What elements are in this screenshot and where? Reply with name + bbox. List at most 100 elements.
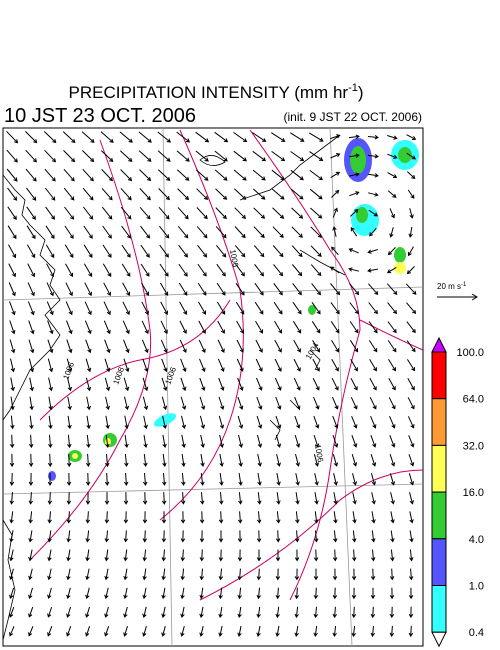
wind-arrow <box>122 282 131 297</box>
wind-arrow <box>46 301 54 316</box>
precip-cell <box>308 305 316 315</box>
wind-arrow <box>292 302 302 315</box>
wind-arrow <box>158 188 170 201</box>
wind-arrow <box>351 454 358 467</box>
wind-arrow <box>352 511 357 524</box>
wind-arrow <box>309 169 323 181</box>
wind-arrow <box>85 626 91 637</box>
wind-arrow <box>311 283 322 296</box>
wind-arrow <box>256 606 261 619</box>
wind-arrow <box>161 568 166 581</box>
wind-arrow <box>142 472 148 486</box>
wind-arrow <box>104 472 110 486</box>
wind-arrow <box>351 416 358 429</box>
wind-arrow <box>368 209 379 217</box>
wind-arrow <box>47 453 53 468</box>
wind-arrow <box>25 168 37 182</box>
wind-arrow <box>123 511 129 524</box>
wind-arrow <box>292 320 302 334</box>
wind-arrow <box>333 511 338 524</box>
wind-arrow <box>180 587 185 600</box>
wind-arrow <box>256 587 261 600</box>
wind-arrow <box>8 263 16 278</box>
wind-arrow <box>46 263 55 278</box>
wind-arrow <box>105 415 110 430</box>
wind-arrow <box>313 549 319 562</box>
wind-arrow <box>181 453 186 467</box>
wind-arrow <box>254 301 264 315</box>
wind-arrow <box>387 321 397 334</box>
wind-arrow <box>256 377 263 391</box>
wind-arrow <box>47 358 54 373</box>
wind-arrow <box>66 492 72 505</box>
wind-arrow <box>293 358 301 372</box>
wind-arrow <box>9 626 15 637</box>
wind-arrow <box>237 511 243 524</box>
wind-arrow <box>332 207 338 218</box>
wind-arrow <box>257 473 262 486</box>
wind-arrow <box>275 625 280 637</box>
wind-arrow <box>139 169 152 182</box>
wind-arrow <box>234 207 246 219</box>
wind-arrow <box>198 339 206 353</box>
wind-arrow <box>274 320 282 334</box>
title-exponent: -1 <box>348 82 358 94</box>
wind-arrow <box>290 188 304 200</box>
wind-arrow <box>407 378 415 391</box>
wind-arrow <box>290 151 305 162</box>
wind-arrow <box>28 606 34 618</box>
colorbar: 100.0 64.0 32.0 16.0 4.0 1.0 0.4 <box>431 336 484 648</box>
wind-arrow <box>101 206 113 220</box>
wind-arrow <box>295 473 300 486</box>
wind-arrow <box>180 396 187 411</box>
wind-arrow <box>235 282 245 296</box>
wind-arrow <box>276 473 281 486</box>
wind-arrow <box>195 131 210 143</box>
wind-arrow <box>161 492 167 505</box>
wind-arrow <box>122 301 130 316</box>
colorbar-segment <box>431 444 447 493</box>
wind-arrow <box>85 377 92 392</box>
wind-arrow <box>85 511 91 524</box>
wind-arrow <box>271 169 285 181</box>
wind-arrow <box>387 190 397 198</box>
precip-cell <box>394 262 406 274</box>
wind-arrow <box>29 415 34 430</box>
wind-arrow <box>123 339 130 354</box>
wind-arrow <box>29 377 34 392</box>
wind-arrow <box>256 434 263 448</box>
wind-arrow <box>139 206 151 220</box>
coastline <box>239 134 341 201</box>
wind-arrow <box>85 530 90 543</box>
colorbar-segment <box>431 585 447 633</box>
wind-arrow <box>367 154 379 159</box>
wind-arrow <box>47 530 52 543</box>
wind-arrow <box>370 587 376 600</box>
wind-arrow <box>198 301 206 315</box>
wind-arrow <box>124 415 129 430</box>
wind-arrow <box>309 151 324 161</box>
wind-arrow <box>330 153 341 159</box>
wind-arrow <box>218 396 225 411</box>
wind-arrow <box>237 568 243 581</box>
wind-arrow <box>122 320 130 335</box>
wind-arrow <box>256 625 261 637</box>
wind-arrow <box>386 283 398 296</box>
wind-arrow <box>28 549 33 562</box>
reference-arrow <box>437 293 478 301</box>
wind-arrow <box>369 396 377 410</box>
wind-arrow <box>47 549 52 562</box>
wind-arrow <box>176 169 190 181</box>
isobar <box>29 139 152 561</box>
wind-arrow <box>294 568 300 581</box>
wind-arrow <box>65 301 73 316</box>
wind-arrow <box>142 568 147 581</box>
wind-arrow <box>48 415 53 430</box>
wind-arrow <box>257 511 262 524</box>
wind-arrow <box>310 245 322 257</box>
wind-arrow <box>176 131 191 143</box>
wind-arrow <box>218 587 223 600</box>
wind-arrow <box>7 206 17 221</box>
wind-arrow <box>332 625 337 637</box>
wind-arrow <box>370 625 376 638</box>
